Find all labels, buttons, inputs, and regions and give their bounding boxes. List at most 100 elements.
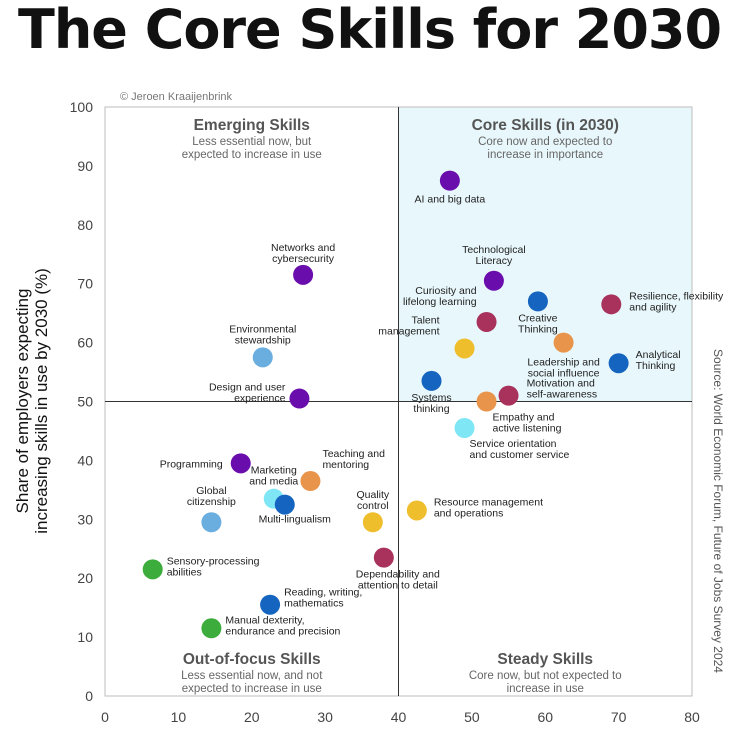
point-label-line: social influence — [528, 368, 600, 380]
point-label-line: Design and user — [209, 382, 286, 394]
point-label-line: self-awareness — [527, 389, 598, 401]
y-tick-label: 50 — [77, 394, 93, 410]
point-label-line: citizenship — [187, 496, 236, 508]
point-label: Marketing and media — [249, 465, 298, 488]
point-label-line: Talent — [412, 314, 440, 326]
point-label: Environmental stewardship — [229, 323, 296, 346]
x-tick-label: 10 — [171, 709, 187, 725]
quadrant-title-steady: Steady Skills — [497, 651, 593, 668]
point-label-line: and operations — [434, 507, 503, 519]
scatter-point — [439, 170, 460, 191]
point-label: AI and big data — [415, 194, 486, 206]
chart-title: The Core Skills for 2030 — [18, 0, 722, 61]
point-label-line: Multi-lingualism — [259, 514, 332, 526]
x-tick-label: 0 — [101, 709, 109, 725]
point-label-line: Reading, writing, — [284, 587, 362, 599]
scatter-point — [362, 512, 383, 533]
scatter-point — [421, 370, 442, 391]
point-label-line: AI and big data — [415, 194, 486, 206]
quadrant-subtitle-out-of-focus: Less essential now, and not — [181, 670, 323, 682]
y-tick-label: 0 — [85, 688, 93, 704]
quadrant-subtitle-steady: increase in use — [507, 683, 584, 695]
point-label: Design and user experience — [209, 382, 286, 405]
point-label: Curiosity and lifelong learning — [403, 285, 477, 308]
point-label-line: Programming — [160, 458, 223, 470]
point-label-line: endurance and precision — [225, 625, 340, 637]
point-label-line: Creative — [518, 312, 557, 324]
quadrant-subtitle-emerging: expected to increase in use — [182, 149, 322, 161]
point-label: Resource management and operations — [434, 496, 543, 519]
point-label-line: Literacy — [476, 255, 514, 267]
quadrant-subtitle-core: Core now and expected to — [478, 136, 612, 148]
point-label-line: Technological — [462, 244, 526, 256]
y-tick-label: 10 — [77, 629, 93, 645]
scatter-point — [274, 494, 295, 515]
point-label: Teaching and mentoring — [322, 448, 385, 471]
scatter-point — [454, 338, 475, 359]
y-tick-label: 40 — [77, 452, 93, 468]
point-label-line: mentoring — [322, 459, 369, 471]
x-tick-label: 70 — [611, 709, 627, 725]
scatter-point — [498, 385, 519, 406]
point-label: Multi-lingualism — [259, 514, 332, 526]
point-label-line: Resilience, flexibility — [629, 290, 724, 302]
y-tick-label: 100 — [70, 99, 94, 115]
y-tick-label: 30 — [77, 511, 93, 527]
scatter-point — [293, 264, 314, 285]
point-label-line: Leadership and — [527, 357, 600, 369]
quadrant-title-core: Core Skills (in 2030) — [472, 117, 619, 134]
point-label-line: Environmental — [229, 323, 296, 335]
point-label-line: control — [357, 500, 389, 512]
point-label: Leadership and social influence — [527, 357, 600, 380]
point-label-line: abilities — [167, 566, 202, 578]
point-label-line: Teaching and — [322, 448, 385, 460]
point-label: Technological Literacy — [462, 244, 526, 267]
point-label: Analytical Thinking — [636, 349, 681, 372]
point-label-line: Dependability and — [356, 569, 440, 581]
point-label: Service orientation and customer service — [470, 438, 570, 461]
quadrant-subtitle-out-of-focus: expected to increase in use — [182, 683, 322, 695]
scatter-point — [553, 332, 574, 353]
point-label-line: stewardship — [235, 334, 291, 346]
point-label-line: Manual dexterity, — [225, 614, 304, 626]
point-label-line: Resource management — [434, 496, 543, 508]
y-axis-label-line: increasing skills in use by 2030 (%) — [32, 268, 51, 534]
point-label-line: Analytical — [636, 349, 681, 361]
point-label-line: Curiosity and — [415, 285, 476, 297]
point-label-line: Global — [196, 485, 226, 497]
point-label-line: Sensory-processing — [167, 555, 260, 567]
point-label: Creative Thinking — [518, 312, 558, 335]
credit-text: © Jeroen Kraaijenbrink — [120, 91, 233, 103]
point-label: Empathy and active listening — [493, 412, 562, 435]
y-tick-label: 90 — [77, 158, 93, 174]
point-label-line: Systems — [411, 392, 451, 404]
y-tick-label: 20 — [77, 570, 93, 586]
point-label-line: mathematics — [284, 598, 344, 610]
point-label-line: cybersecurity — [272, 253, 335, 265]
scatter-point — [406, 500, 427, 521]
point-label: Motivation and self-awareness — [527, 378, 598, 401]
source-text: Source: World Economic Forum, Future of … — [711, 349, 725, 673]
scatter-point — [454, 418, 475, 439]
quadrant-title-out-of-focus: Out-of-focus Skills — [183, 651, 321, 668]
scatter-point — [201, 618, 222, 639]
y-axis-label-line: Share of employers expecting — [13, 289, 32, 514]
point-label: Manual dexterity, endurance and precision — [225, 614, 340, 637]
y-tick-label: 80 — [77, 217, 93, 233]
point-label-line: and media — [249, 476, 298, 488]
point-label-line: active listening — [493, 423, 562, 435]
point-label-line: Quality — [356, 489, 389, 501]
point-label-line: Motivation and — [527, 378, 595, 390]
x-tick-label: 80 — [684, 709, 700, 725]
y-tick-label: 70 — [77, 276, 93, 292]
point-label: Talent management — [378, 314, 439, 337]
quadrant-subtitle-core: increase in importance — [487, 149, 603, 161]
point-label: Sensory-processing abilities — [167, 555, 260, 578]
scatter-point — [260, 594, 281, 615]
scatter-point — [476, 311, 497, 332]
x-tick-label: 30 — [317, 709, 333, 725]
point-label-line: Marketing — [251, 465, 297, 477]
scatter-point — [142, 559, 163, 580]
quadrant-subtitle-emerging: Less essential now, but — [192, 136, 312, 148]
point-label-line: and customer service — [470, 449, 570, 461]
